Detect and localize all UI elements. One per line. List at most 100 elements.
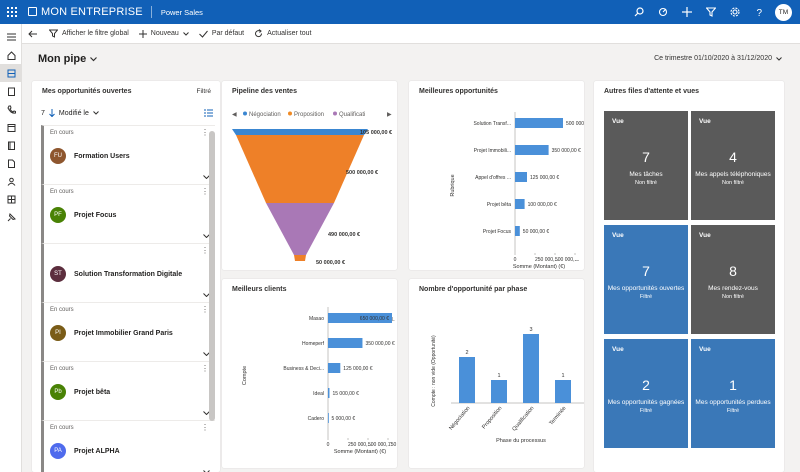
chart-bar[interactable] xyxy=(491,380,507,403)
tile-type-label: Vue xyxy=(699,118,711,125)
more-options-icon[interactable]: ⋮ xyxy=(201,187,209,196)
opportunity-name[interactable]: Formation Users xyxy=(74,153,130,160)
dashboard-icon[interactable] xyxy=(0,64,22,82)
chart-bar[interactable] xyxy=(328,363,341,373)
chevron-down-icon[interactable] xyxy=(203,352,210,356)
legend-next-arrow[interactable]: ▶ xyxy=(387,112,392,118)
legend-entry[interactable]: Négociation xyxy=(249,112,281,118)
dashboard-selector[interactable]: Mon pipe xyxy=(38,53,98,65)
category-label: Terminée xyxy=(548,405,567,426)
tile-filter-status: Filtré xyxy=(639,294,653,300)
queue-tile[interactable]: Vue 7 Mes opportunités ouvertes Filtré xyxy=(604,225,688,334)
chart-bar[interactable] xyxy=(328,313,392,323)
chevron-down-icon[interactable] xyxy=(203,234,210,238)
chevron-down-icon[interactable] xyxy=(203,411,210,415)
list-item[interactable]: En cours ⋮ Pb Projet bêta xyxy=(41,361,215,420)
new-button[interactable]: Nouveau xyxy=(138,29,189,38)
status-label: En cours xyxy=(50,425,74,431)
chevron-down-icon[interactable] xyxy=(93,111,99,115)
more-options-icon[interactable]: ⋮ xyxy=(201,305,209,314)
contact-icon[interactable] xyxy=(0,172,22,190)
chart-bar[interactable] xyxy=(515,199,525,209)
help-icon[interactable]: ? xyxy=(747,0,771,24)
user-avatar[interactable]: TM xyxy=(775,3,792,21)
calendar-icon[interactable] xyxy=(0,118,22,136)
scrollbar-thumb[interactable] xyxy=(209,131,215,421)
list-item[interactable]: ⋮ ST Solution Transformation Digitale xyxy=(41,243,215,302)
tile-filter-status: Non filtré xyxy=(721,294,744,300)
chart-bar[interactable] xyxy=(328,388,330,398)
chevron-down-icon[interactable] xyxy=(203,175,210,179)
card-title: Meilleures opportunités xyxy=(419,88,498,95)
add-icon[interactable] xyxy=(675,0,699,24)
home-icon[interactable] xyxy=(0,46,22,64)
show-global-filter-button[interactable]: Afficher le filtre global xyxy=(49,29,129,38)
more-options-icon[interactable]: ⋮ xyxy=(201,364,209,373)
chart-bar[interactable] xyxy=(515,145,549,155)
filter-icon[interactable] xyxy=(699,0,723,24)
axis-tick-label: 500 000,... xyxy=(555,257,579,263)
command-bar: Afficher le filtre global Nouveau Par dé… xyxy=(22,24,800,44)
legend-marker xyxy=(288,111,292,116)
chart-bar[interactable] xyxy=(555,380,571,403)
legend-prev-arrow[interactable]: ◀ xyxy=(232,112,237,118)
opportunity-name[interactable]: Projet Immobilier Grand Paris xyxy=(74,330,173,337)
clipboard-icon[interactable] xyxy=(0,82,22,100)
list-item[interactable]: En cours ⋮ PI Projet Immobilier Grand Paris xyxy=(41,302,215,361)
legend-entry[interactable]: Proposition xyxy=(294,112,324,118)
view-options-icon[interactable] xyxy=(204,109,213,117)
phone-icon[interactable] xyxy=(0,100,22,118)
opportunity-name[interactable]: Projet ALPHA xyxy=(74,448,120,455)
scrollbar[interactable] xyxy=(209,125,215,472)
funnel-segment[interactable] xyxy=(294,255,306,261)
search-icon[interactable] xyxy=(627,0,651,24)
queue-tile[interactable]: Vue 1 Mes opportunités perdues Filtré xyxy=(691,339,775,448)
list-item[interactable]: En cours ⋮ PA Projet ALPHA xyxy=(41,420,215,472)
period-selector[interactable]: Ce trimestre 01/10/2020 à 31/12/2020 xyxy=(654,55,782,62)
funnel-segment[interactable] xyxy=(232,129,368,135)
hamburger-menu-icon[interactable] xyxy=(0,28,22,46)
chart-bar[interactable] xyxy=(515,226,520,236)
pin-icon[interactable] xyxy=(0,208,22,226)
app-name[interactable]: Power Sales xyxy=(160,7,203,17)
chart-bar[interactable] xyxy=(523,334,539,403)
legend-entry[interactable]: Qualificati xyxy=(339,112,365,118)
lightbulb-icon[interactable] xyxy=(651,0,675,24)
more-options-icon[interactable]: ⋮ xyxy=(201,423,209,432)
sort-arrow-icon[interactable] xyxy=(49,109,55,117)
sort-field[interactable]: Modifié le xyxy=(58,109,89,117)
set-default-button[interactable]: Par défaut xyxy=(198,30,244,38)
queue-tile[interactable]: Vue 8 Mes rendez-vous Non filtré xyxy=(691,225,775,334)
grid-icon[interactable] xyxy=(0,190,22,208)
category-label: Masao xyxy=(309,316,324,322)
more-options-icon[interactable]: ⋮ xyxy=(201,246,209,255)
more-options-icon[interactable]: ⋮ xyxy=(201,128,209,137)
refresh-all-button[interactable]: Actualiser tout xyxy=(254,29,312,38)
queue-tile[interactable]: Vue 7 Mes tâches Non filtré xyxy=(604,111,688,220)
category-label: Qualification xyxy=(511,405,535,432)
back-arrow-icon[interactable] xyxy=(28,30,37,38)
legend-marker xyxy=(333,111,337,116)
funnel-segment[interactable] xyxy=(266,203,334,255)
list-item[interactable]: En cours ⋮ PF Projet Focus xyxy=(41,184,215,243)
opportunity-name[interactable]: Projet bêta xyxy=(74,389,111,396)
settings-gear-icon[interactable] xyxy=(723,0,747,24)
chart-bar[interactable] xyxy=(515,118,563,128)
book-icon[interactable] xyxy=(0,136,22,154)
app-launcher-icon[interactable] xyxy=(0,0,24,24)
chart-bar[interactable] xyxy=(328,413,329,423)
chart-bar[interactable] xyxy=(328,338,363,348)
chart-bar[interactable] xyxy=(459,357,475,403)
queue-tile[interactable]: Vue 2 Mes opportunités gagnées Filtré xyxy=(604,339,688,448)
brand-name[interactable]: MON ENTREPRISE xyxy=(28,6,152,18)
category-label: Projet Immobili... xyxy=(474,148,511,154)
opportunity-name[interactable]: Projet Focus xyxy=(74,212,117,219)
chevron-down-icon[interactable] xyxy=(203,293,210,297)
funnel-segment[interactable] xyxy=(236,135,364,203)
opportunity-name[interactable]: Solution Transformation Digitale xyxy=(74,271,183,278)
document-icon[interactable] xyxy=(0,154,22,172)
funnel-icon xyxy=(49,29,58,38)
chart-bar[interactable] xyxy=(515,172,527,182)
list-item[interactable]: En cours ⋮ FU Formation Users xyxy=(41,125,215,184)
queue-tile[interactable]: Vue 4 Mes appels téléphoniques Non filtré xyxy=(691,111,775,220)
